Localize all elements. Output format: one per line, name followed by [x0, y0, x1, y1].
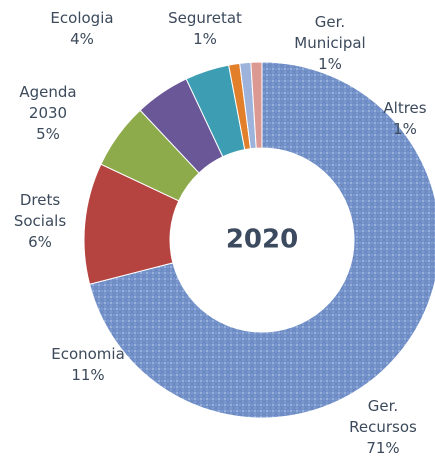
- category-label: Agenda 2030: [19, 83, 77, 122]
- value-label: 5%: [36, 125, 60, 143]
- value-label: 1%: [318, 55, 342, 73]
- value-label: 4%: [70, 30, 94, 48]
- slice-label: Drets Socials 6%: [14, 190, 66, 253]
- category-label: Drets Socials: [13, 191, 67, 230]
- slice-label: Ger. Municipal 1%: [294, 12, 365, 75]
- category-label: Ger. Recursos: [349, 397, 417, 436]
- slice-label: Ger. Recursos 71%: [349, 396, 417, 459]
- category-label: Economia: [51, 345, 125, 363]
- slice: [250, 61, 263, 149]
- slice-label: Seguretat 1%: [168, 8, 242, 50]
- category-label: Ecologia: [50, 9, 114, 27]
- slice-label: Economia 11%: [51, 344, 125, 386]
- value-label: 1%: [193, 30, 217, 48]
- slice-label: Ecologia 4%: [50, 8, 113, 50]
- slice: [88, 61, 435, 419]
- value-label: 1%: [393, 120, 417, 138]
- category-label: Altres: [383, 99, 427, 117]
- center-label: 2020: [226, 225, 298, 255]
- slice-label: Agenda 2030 5%: [19, 82, 76, 145]
- category-label: Ger. Municipal: [294, 13, 366, 52]
- category-label: Seguretat: [168, 9, 242, 27]
- value-label: 71%: [366, 439, 400, 457]
- value-label: 6%: [28, 233, 52, 251]
- slice-label: Altres 1%: [383, 98, 426, 140]
- value-label: 11%: [71, 366, 105, 384]
